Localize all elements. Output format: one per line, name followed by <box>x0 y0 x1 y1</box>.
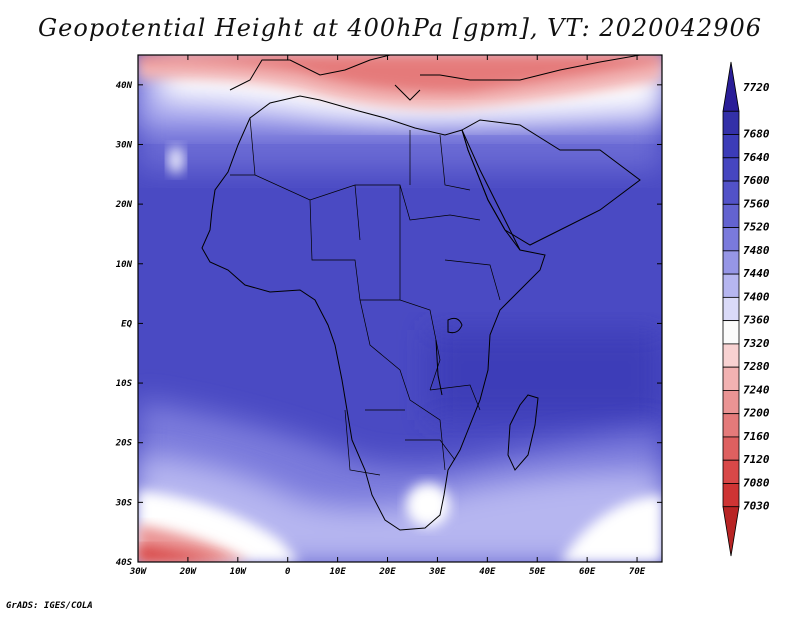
coastlines <box>201 55 641 531</box>
colorbar-swatch <box>722 203 740 228</box>
colorbar-label: 7400 <box>743 290 770 303</box>
colorbar: 7720 7680 7640 7600 7560 7520 7480 7440 7400 7360… <box>722 61 770 557</box>
madagascar-coastline <box>507 394 539 471</box>
colorbar-label: 7120 <box>743 453 770 466</box>
colorbar-label: 7160 <box>743 430 770 443</box>
map-title: Geopotential Height at 400hPa [gpm], VT:… <box>38 14 762 42</box>
colorbar-swatch <box>722 296 740 322</box>
colorbar-label: 7320 <box>743 337 770 350</box>
colorbar-arrow-bottom <box>722 506 740 557</box>
colorbar-label: 7680 <box>743 128 770 141</box>
colorbar-label: 7200 <box>743 407 770 420</box>
colorbar-swatch <box>722 157 740 182</box>
colorbar-label: 7280 <box>743 360 770 373</box>
plot-frame <box>137 54 663 563</box>
colorbar-label: 7480 <box>743 244 770 257</box>
border-lines <box>230 117 501 476</box>
lon-tick-label: 20W <box>179 567 198 577</box>
lake-victoria <box>447 317 463 334</box>
colorbar-swatch <box>722 110 740 135</box>
colorbar-swatch <box>722 459 740 484</box>
band-south-red <box>138 545 230 562</box>
lon-tick-label: 60E <box>579 567 596 577</box>
colorbar-label: 7640 <box>743 151 770 164</box>
colorbar-swatch <box>722 343 740 368</box>
red-sea <box>461 129 521 251</box>
lon-tick-label: 70E <box>629 567 646 577</box>
y-axis: 40N 30N 20N 10N EQ 10S 20S 30S 40S <box>115 81 662 568</box>
lat-tick-label: 10N <box>116 260 133 270</box>
colorbar-swatch <box>722 413 740 438</box>
x-axis: 30W 20W 10W 0 10E 20E 30E 40E 50E 60E 70E <box>129 55 646 577</box>
colorbar-label: 7360 <box>743 314 770 327</box>
height-field <box>138 55 662 562</box>
lon-tick-label: 20E <box>378 567 396 577</box>
band-indian-ocean-dark <box>430 330 662 420</box>
europe-coastline <box>229 55 641 101</box>
lat-tick-label: 30N <box>115 140 133 150</box>
colorbar-label: 7560 <box>743 197 770 210</box>
colorbar-swatch <box>722 273 740 298</box>
colorbar-swatch <box>722 366 740 391</box>
colorbar-swatch <box>722 227 740 252</box>
lat-tick-label: 40N <box>116 81 133 91</box>
colorbar-swatch <box>722 436 740 461</box>
colorbar-swatch <box>722 390 740 415</box>
africa-coastline <box>201 95 546 531</box>
lat-tick-label: 30S <box>115 498 133 508</box>
lon-tick-label: 40E <box>479 567 496 577</box>
colorbar-label: 7520 <box>743 221 770 234</box>
lat-tick-label: 40S <box>116 558 133 568</box>
lon-tick-label: 50E <box>529 567 546 577</box>
colorbar-swatch <box>722 320 740 345</box>
colorbar-label: 7030 <box>743 500 770 513</box>
colorbar-arrow-top <box>722 61 740 112</box>
colorbar-swatch <box>722 483 740 508</box>
arabia-coastline <box>461 119 641 246</box>
colorbar-swatch <box>722 180 740 205</box>
country-borders <box>230 117 501 476</box>
lat-tick-label: 20N <box>115 200 133 210</box>
colorbar-swatch <box>722 134 740 159</box>
lon-tick-label: 10E <box>329 567 346 577</box>
colorbar-label: 7240 <box>743 383 770 396</box>
lat-tick-label: EQ <box>121 319 132 329</box>
lon-tick-label: 30W <box>129 567 148 577</box>
colorbar-label: 7080 <box>743 476 770 489</box>
lon-tick-label: 30E <box>428 567 446 577</box>
colorbar-swatch <box>722 250 740 275</box>
colorbar-label: 7720 <box>743 81 770 94</box>
lat-tick-label: 10S <box>116 379 133 389</box>
band-north-red <box>138 55 662 93</box>
grads-credit: GrADS: IGES/COLA <box>6 601 93 611</box>
colorbar-label: 7440 <box>743 267 770 280</box>
colorbar-label: 7600 <box>743 174 770 187</box>
band-south-white-east <box>560 495 662 562</box>
lon-tick-label: 0 <box>285 567 291 577</box>
lon-tick-label: 10W <box>230 567 248 577</box>
canary-light-spot <box>168 146 184 174</box>
southern-africa-high <box>406 483 450 527</box>
lat-tick-label: 20S <box>115 439 133 449</box>
